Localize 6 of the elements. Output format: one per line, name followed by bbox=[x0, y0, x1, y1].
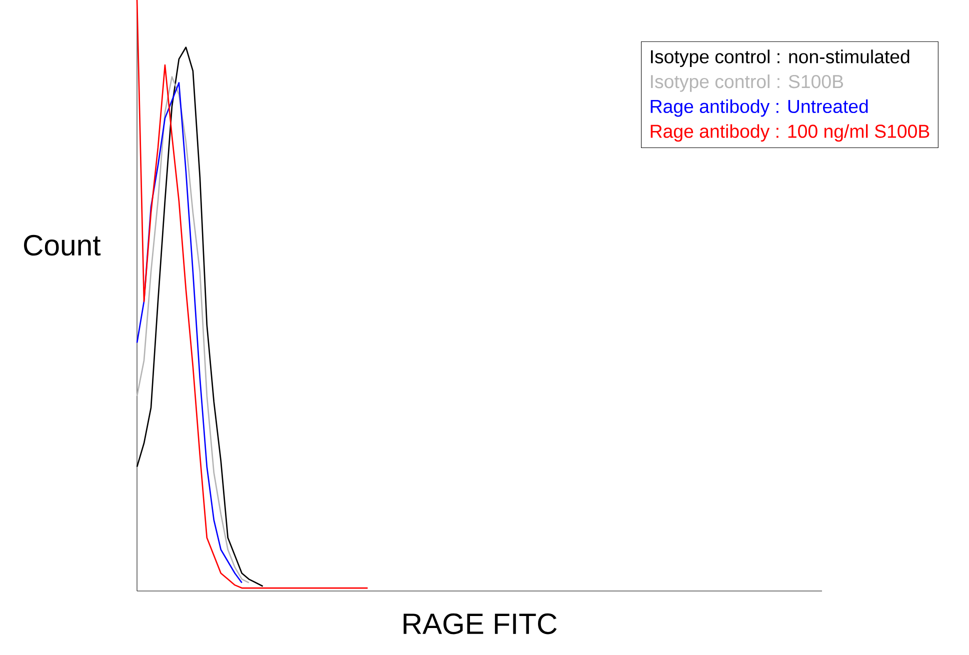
text: Isotype control : non-stimulated bbox=[651, 50, 910, 68]
text: Rage antibody : 100 ng/ml S100B bbox=[650, 124, 930, 142]
x-axis-title: RAGE FITC bbox=[404, 613, 557, 634]
text: Isotype control : S100B bbox=[651, 74, 844, 92]
y-axis-title: Count bbox=[24, 234, 101, 256]
text: Rage antibody : Untreated bbox=[650, 99, 868, 117]
